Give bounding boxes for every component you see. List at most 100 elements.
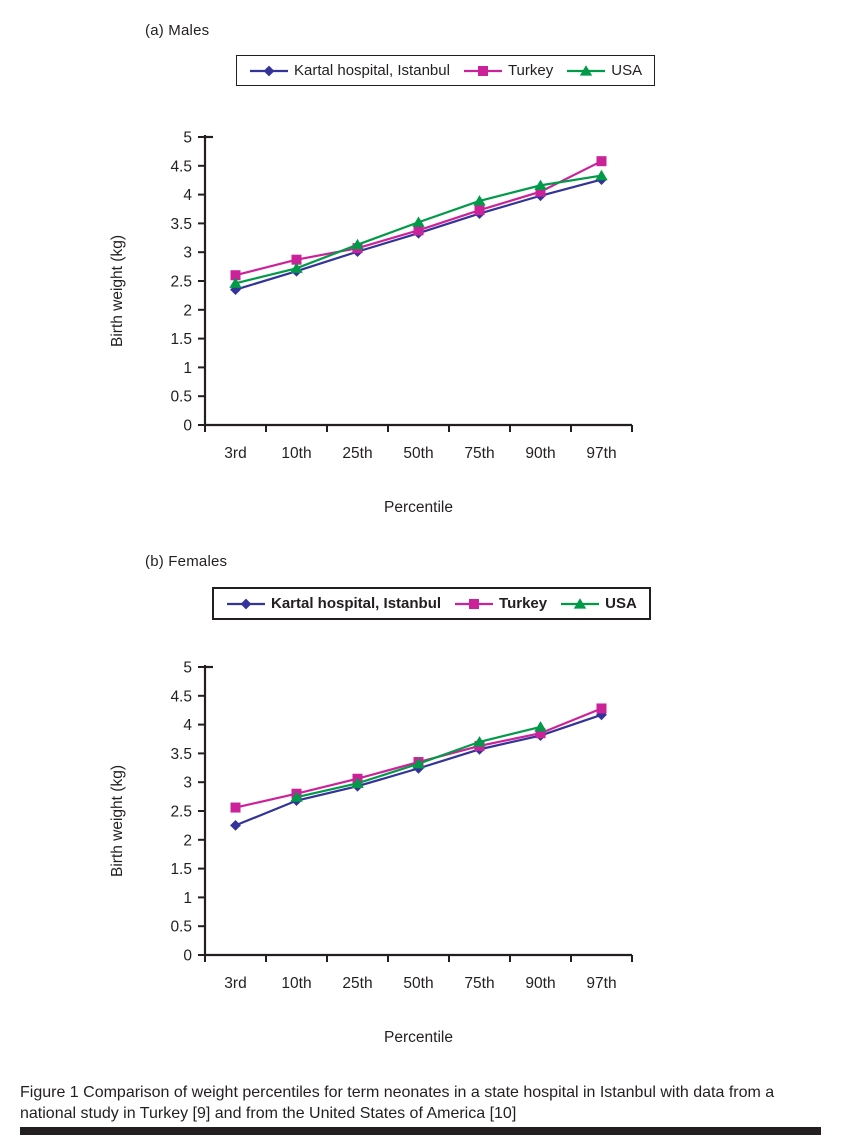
series-marker-triangle: [229, 277, 242, 288]
x-axis-title: Percentile: [384, 499, 453, 516]
x-tick-label: 10th: [281, 975, 311, 992]
series-marker-triangle: [595, 169, 608, 181]
legend-square-icon: [455, 598, 494, 609]
series-marker-triangle: [290, 262, 303, 273]
x-tick-label: 75th: [464, 445, 494, 462]
legend-square-icon: [463, 65, 502, 76]
series-marker-square: [596, 156, 607, 167]
y-tick-label: 2.5: [170, 274, 192, 291]
y-tick-label: 2: [183, 832, 192, 849]
series-marker-square: [596, 703, 607, 714]
x-tick-label: 10th: [281, 445, 311, 462]
y-tick-label: 2: [183, 302, 192, 319]
x-tick-label: 75th: [464, 975, 494, 992]
legend-triangle-icon: [567, 64, 606, 76]
series-marker-diamond: [230, 284, 241, 296]
legend-diamond-icon: [227, 598, 265, 609]
x-tick-label: 90th: [525, 975, 555, 992]
legend-label: USA: [611, 62, 643, 79]
series-marker-triangle: [534, 721, 547, 732]
y-tick-label: 3: [183, 775, 192, 792]
chart-a-legend: Kartal hospital, Istanbul Turkey USA: [236, 55, 656, 86]
chart-b-title: (b) Females: [145, 553, 228, 570]
legend-item-usa: USA: [560, 595, 637, 612]
chart-a-title: (a) Males: [145, 22, 210, 39]
legend-label: USA: [605, 595, 637, 612]
series-marker-square: [535, 186, 546, 197]
x-tick-label: 50th: [403, 975, 433, 992]
x-tick-label: 3rd: [224, 975, 246, 992]
x-tick-label: 25th: [342, 975, 372, 992]
y-tick-label: 4.5: [170, 688, 192, 705]
y-tick-label: 5: [183, 130, 192, 147]
x-tick-label: 3rd: [224, 445, 246, 462]
plot-svg: 0 0.5 1 1.5 2 2.5 3 3.5 4 4.5 5 3rd 10th 25th 50th 75th…: [109, 130, 633, 516]
legend-label: Turkey: [499, 595, 548, 612]
legend-item-usa: USA: [566, 62, 642, 79]
series-marker-square: [469, 598, 480, 609]
y-tick-label: 0.5: [170, 389, 192, 406]
y-tick-label: 4: [183, 717, 192, 734]
x-tick-label: 97th: [586, 975, 616, 992]
y-tick-label: 3.5: [170, 746, 192, 763]
chart-b-plot: 0 0.5 1 1.5 2 2.5 3 3.5 4 4.5 5 3rd 10th 25th 50th 75th…: [0, 644, 760, 1064]
x-tick-label: 90th: [525, 445, 555, 462]
legend-label: Kartal hospital, Istanbul: [271, 595, 442, 612]
series-marker-diamond: [230, 820, 241, 831]
y-tick-label: 1.5: [170, 861, 192, 878]
series-usa: [290, 721, 547, 802]
y-axis-title: Birth weight (kg): [109, 765, 126, 877]
chart-a-plot: 0 0.5 1 1.5 2 2.5 3 3.5 4 4.5 5 3rd 10th 25th 50th 75th…: [0, 114, 760, 534]
series-marker-triangle: [573, 597, 587, 609]
series-marker-triangle: [351, 777, 364, 788]
legend-triangle-icon: [561, 597, 600, 609]
bottom-rule: [20, 1127, 821, 1135]
y-tick-label: 1: [183, 890, 192, 907]
series-marker-square: [477, 65, 488, 76]
y-tick-label: 0: [183, 418, 192, 435]
series-usa: [229, 169, 608, 288]
legend-label: Kartal hospital, Istanbul: [294, 62, 450, 79]
legend-label: Turkey: [507, 62, 554, 79]
series-marker-triangle: [473, 736, 486, 747]
legend-item-turkey: Turkey: [463, 62, 553, 79]
x-axis-title: Percentile: [384, 1029, 453, 1046]
y-tick-label: 2.5: [170, 804, 192, 821]
series-marker-triangle: [412, 757, 425, 769]
y-tick-label: 5: [183, 660, 192, 677]
y-tick-label: 0: [183, 948, 192, 965]
y-tick-label: 4.5: [170, 158, 192, 175]
x-tick-label: 97th: [586, 445, 616, 462]
series-marker-triangle: [412, 216, 425, 227]
figure-caption: Figure 1 Comparison of weight percentile…: [20, 1084, 775, 1122]
series-kartal-hospital-istanbul: [230, 709, 607, 831]
x-tick-label: 50th: [403, 445, 433, 462]
series-marker-diamond: [263, 65, 275, 76]
y-tick-label: 3: [183, 245, 192, 262]
series-marker-square: [291, 254, 302, 265]
y-tick-label: 0.5: [170, 919, 192, 936]
plot-svg: 0 0.5 1 1.5 2 2.5 3 3.5 4 4.5 5 3rd 10th 25th 50th 75th…: [109, 660, 633, 1046]
series-marker-square: [535, 728, 546, 739]
series-marker-triangle: [290, 791, 303, 802]
legend-item-kartal-hospital-istanbul: Kartal hospital, Istanbul: [226, 595, 441, 612]
series-marker-diamond: [413, 762, 424, 774]
y-tick-label: 4: [183, 187, 192, 204]
series-marker-square: [413, 225, 424, 236]
series-marker-triangle: [534, 179, 547, 190]
series-marker-square: [230, 802, 241, 813]
legend-item-kartal-hospital-istanbul: Kartal hospital, Istanbul: [249, 62, 450, 79]
series-marker-triangle: [473, 195, 486, 206]
y-tick-label: 1: [183, 360, 192, 377]
legend-diamond-icon: [250, 65, 288, 76]
series-marker-diamond: [240, 598, 252, 609]
y-tick-label: 1.5: [170, 331, 192, 348]
chart-b-legend: Kartal hospital, Istanbul Turkey USA: [212, 587, 651, 620]
y-axis-title: Birth weight (kg): [109, 235, 126, 347]
legend-item-turkey: Turkey: [454, 595, 547, 612]
x-tick-label: 25th: [342, 445, 372, 462]
y-tick-label: 3.5: [170, 216, 192, 233]
series-marker-square: [230, 270, 241, 281]
series-marker-triangle: [580, 64, 593, 76]
series-marker-triangle: [351, 238, 364, 250]
